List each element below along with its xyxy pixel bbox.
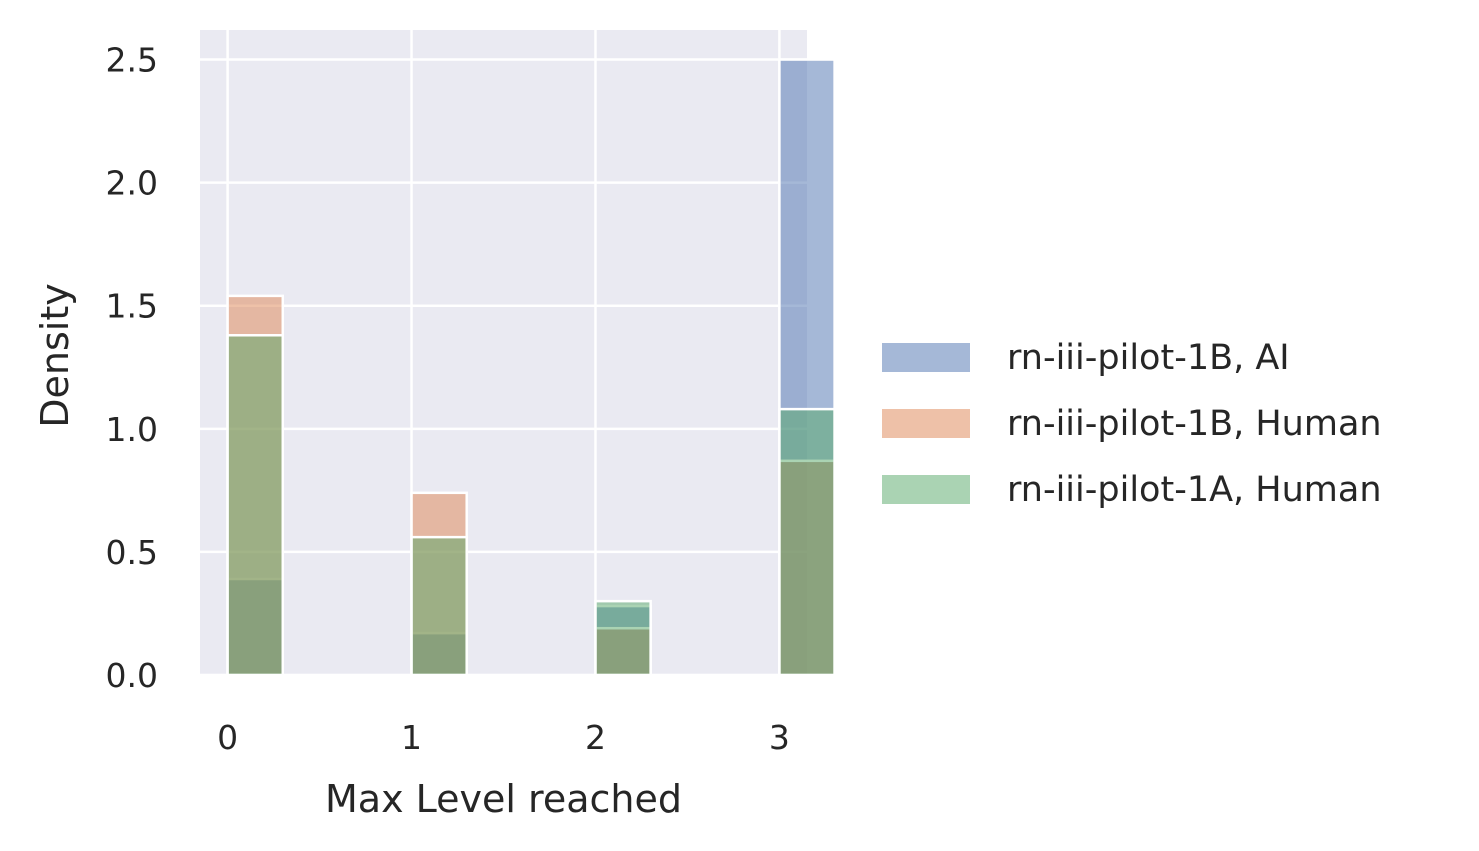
bar-series-2-bin-0 — [226, 334, 285, 677]
x-tick-label: 0 — [217, 718, 238, 757]
y-axis-label: Density — [33, 283, 77, 427]
y-tick-label: 1.5 — [106, 287, 158, 326]
plot-background — [200, 30, 807, 675]
y-tick-label: 0.0 — [106, 656, 158, 695]
legend-label-1: rn-iii-pilot-1B, Human — [1007, 404, 1382, 444]
x-tick-label: 2 — [585, 718, 606, 757]
bar-series-2-bin-1 — [410, 535, 468, 677]
y-tick-label: 2.0 — [106, 164, 158, 203]
x-tick-label: 1 — [401, 718, 422, 757]
legend: rn-iii-pilot-1B, AI rn-iii-pilot-1B, Huma… — [882, 338, 1382, 510]
tick-labels: 0 1 2 3 0.0 0.5 1.0 1.5 2.0 2.5 — [106, 41, 790, 757]
y-tick-label: 2.5 — [106, 41, 158, 80]
legend-label-0: rn-iii-pilot-1B, AI — [1007, 338, 1290, 378]
legend-label-2: rn-iii-pilot-1A, Human — [1007, 470, 1382, 510]
bar-series-2-bin-2 — [594, 599, 652, 677]
bar-series-2-bin-3 — [778, 407, 836, 677]
x-tick-label: 3 — [769, 718, 790, 757]
bars — [226, 58, 836, 677]
legend-swatch-1 — [882, 409, 970, 438]
y-tick-label: 1.0 — [106, 410, 158, 449]
legend-swatch-2 — [882, 475, 970, 504]
legend-swatch-0 — [882, 343, 970, 372]
x-axis-label: Max Level reached — [325, 777, 682, 821]
y-tick-label: 0.5 — [106, 533, 158, 572]
